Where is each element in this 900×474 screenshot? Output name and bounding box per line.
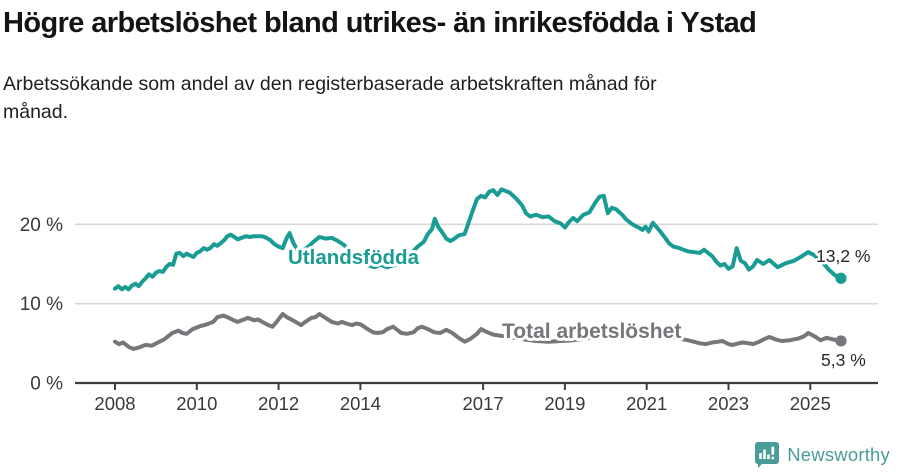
y-tick-label-10: 10 % xyxy=(20,294,63,315)
logo-bar-3 xyxy=(767,454,771,459)
x-tick-label-2023: 2023 xyxy=(708,393,749,414)
chart-subtitle: Arbetssökande som andel av den registerb… xyxy=(3,73,657,123)
value-label-utlandsfodda: 13,2 % xyxy=(816,246,870,266)
y-tick-label-20: 20 % xyxy=(20,215,63,236)
x-tick-label-2008: 2008 xyxy=(94,393,135,414)
logo-bubble-shape xyxy=(755,442,780,468)
x-tick-label-2014: 2014 xyxy=(340,393,381,414)
series-label-total: Total arbetslöshet xyxy=(502,320,681,343)
logo-bar-1 xyxy=(759,453,763,459)
brand-footer: Newsworthy xyxy=(754,441,890,469)
chart-title: Högre arbetslöshet bland utrikes- än inr… xyxy=(3,7,757,39)
series-end-dot-total xyxy=(835,335,847,347)
x-tick-label-2012: 2012 xyxy=(258,393,299,414)
logo-exclamation-dot xyxy=(771,456,775,460)
series-line-utlandsfodda xyxy=(113,187,843,292)
x-tick-label-2019: 2019 xyxy=(544,393,585,414)
x-tick-label-2010: 2010 xyxy=(176,393,217,414)
y-tick-label-0: 0 % xyxy=(30,374,63,395)
logo-bar-2 xyxy=(763,449,767,459)
x-tick-label-2021: 2021 xyxy=(626,393,667,414)
value-label-total: 5,3 % xyxy=(821,350,866,370)
x-tick-label-2017: 2017 xyxy=(463,393,504,414)
series-label-utlandsfodda: Utlandsfödda xyxy=(288,246,420,269)
series-line-total xyxy=(113,312,843,351)
brand-name: Newsworthy xyxy=(787,444,890,465)
x-tick-label-2025: 2025 xyxy=(790,393,831,414)
newsworthy-logo-icon xyxy=(755,442,780,468)
logo-exclamation-stem xyxy=(771,446,775,455)
series-end-dot-utlandsfodda xyxy=(835,272,847,284)
